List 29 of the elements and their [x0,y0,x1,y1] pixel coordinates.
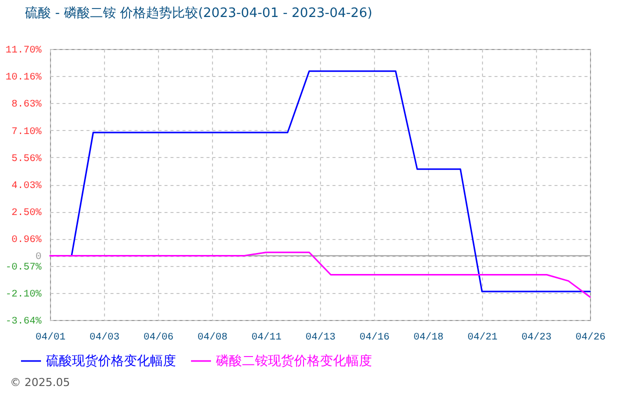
x-tick-label: 04/03 [89,332,120,344]
x-tick-label: 04/11 [251,332,282,344]
x-tick-label: 04/26 [575,332,606,344]
y-tick-label: 0 [35,252,42,264]
x-tick-label: 04/21 [467,332,498,344]
y-tick-label: 2.50% [11,208,42,220]
x-tick-label: 04/16 [359,332,390,344]
y-tick-label: -0.57% [5,262,42,274]
x-tick-label: 04/08 [197,332,228,344]
y-tick-label: 11.70% [5,46,42,56]
text: © 2025.05 [10,376,70,389]
y-tick-label: -3.64% [5,316,42,328]
line-series [49,252,591,298]
y-tick-label: 7.10% [11,126,42,138]
y-tick-label: 4.03% [11,181,42,192]
legend-label: 磷酸二铵现货价格变化幅度 [215,353,372,369]
legend-label: 硫酸现货价格变化幅度 [46,353,176,369]
x-tick-label: 04/13 [305,332,336,344]
y-tick-label: 8.63% [11,100,42,111]
x-tick-label: 04/18 [413,332,444,344]
y-tick-label: 10.16% [5,72,42,84]
chart-title: 硫酸 - 磷酸二铵 价格趋势比较(2023-04-01 - 2023-04-26) [25,6,372,21]
y-tick-label: -2.10% [5,289,42,300]
y-tick-label: 5.56% [11,154,42,165]
y-tick-label: 0.96% [11,235,42,246]
x-tick-label: 04/01 [35,332,66,344]
x-tick-label: 04/06 [143,332,174,344]
x-tick-label: 04/23 [521,332,552,344]
line-series [70,70,591,292]
